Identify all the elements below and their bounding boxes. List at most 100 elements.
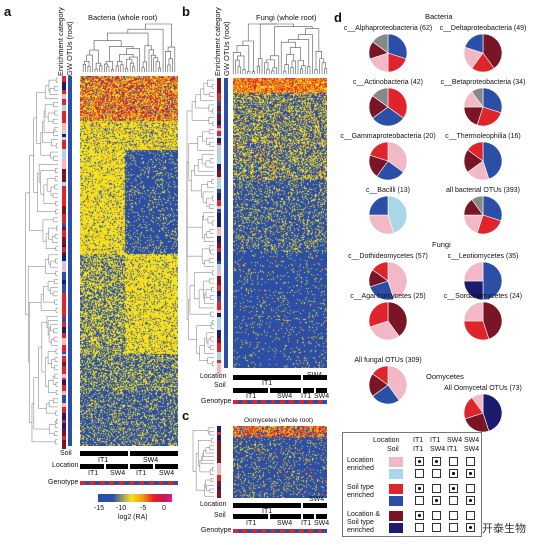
panel-c-soil-row-label: Soil bbox=[214, 512, 226, 519]
panel-c-title: Oomycetes (whole root) bbox=[244, 417, 313, 424]
panel-b-row-dendrogram bbox=[186, 79, 214, 367]
legend-checkbox bbox=[466, 523, 475, 532]
legend-col-soil: SW4 bbox=[464, 446, 480, 453]
panel-a-loc-label-1: IT1 bbox=[88, 470, 99, 477]
legend-swatch bbox=[389, 469, 403, 479]
legend-swatch bbox=[389, 511, 403, 521]
colorbar-label: log2 (RA) bbox=[118, 514, 148, 521]
colorbar-tick-1: -15 bbox=[94, 505, 105, 512]
legend-col-soil: SW4 bbox=[430, 446, 446, 453]
legend-checkbox bbox=[415, 469, 424, 478]
pie-slice bbox=[471, 88, 484, 108]
panel-c-genotype-strip bbox=[233, 529, 328, 533]
panel-c-enrichment-strip bbox=[217, 426, 221, 498]
panel-b-title: Fungi (whole root) bbox=[256, 13, 317, 22]
pie-slice bbox=[482, 34, 502, 69]
legend-col-soil: IT1 bbox=[413, 446, 424, 453]
panel-b-location-row-label: Location bbox=[200, 373, 227, 380]
colorbar bbox=[98, 494, 172, 502]
panel-b-soil-label-3: IT1 bbox=[301, 393, 312, 400]
panel-a-genotype-row-label: Genotype bbox=[48, 479, 79, 486]
legend-checkbox bbox=[432, 469, 441, 478]
pie-slice bbox=[387, 302, 407, 337]
legend-swatch bbox=[389, 523, 403, 533]
legend-col-location: SW4 bbox=[464, 437, 480, 444]
pie-slice bbox=[482, 196, 502, 222]
pie-slice bbox=[369, 302, 389, 328]
legend-col-location: SW4 bbox=[447, 437, 463, 444]
pie-slice bbox=[369, 196, 389, 216]
pie-slice bbox=[464, 262, 484, 282]
pie-title: c__Betaproteobacteria (34) bbox=[440, 79, 526, 86]
pie-chart: All Oomycetal OTUs (73) bbox=[428, 384, 538, 432]
panel-c-soil-label-2: SW4 bbox=[277, 520, 293, 527]
panel-c-location-bar bbox=[233, 503, 327, 508]
pie-title: all bacterial OTUs (393) bbox=[446, 187, 520, 194]
legend-checkbox bbox=[449, 523, 458, 532]
legend-row-label: Soil type enriched bbox=[347, 484, 374, 499]
pie-chart: c__Betaproteobacteria (34) bbox=[428, 78, 538, 126]
pie-chart: c__Dothideomycetes (57) bbox=[333, 252, 443, 300]
panel-c-row-dendrogram bbox=[192, 427, 214, 497]
pie-title: All Oomycetal OTUs (73) bbox=[444, 385, 522, 392]
legend-row-label: Location enriched bbox=[347, 457, 374, 472]
pie-chart: c__Bacilli (13) bbox=[333, 186, 443, 234]
panel-b-soil-label-2: SW4 bbox=[277, 393, 293, 400]
panel-a-enrichment-label: Enrichment category bbox=[56, 7, 65, 76]
panel-a-location-row-label: Location bbox=[52, 462, 79, 469]
legend-checkbox bbox=[466, 511, 475, 520]
panel-b-heatmap bbox=[233, 78, 327, 368]
pie-slice bbox=[387, 88, 407, 119]
colorbar-tick-4: 0 bbox=[162, 505, 166, 512]
legend-checkbox bbox=[432, 496, 441, 505]
pie-chart: all bacterial OTUs (393) bbox=[428, 186, 538, 234]
fungi-header: Fungi bbox=[432, 240, 451, 249]
pie-slice bbox=[387, 34, 407, 60]
pie-slice bbox=[464, 34, 484, 54]
pie-chart: c__Alphaproteobacteria (62) bbox=[333, 24, 443, 72]
pie-chart: c__Gammaproteobacteria (20) bbox=[333, 132, 443, 180]
pie-slice bbox=[387, 196, 407, 234]
legend-checkbox bbox=[432, 484, 441, 493]
pie-slice bbox=[482, 394, 502, 432]
panel-a-title: Bacteria (whole root) bbox=[88, 13, 158, 22]
pie-chart: c__Leotiomycetes (35) bbox=[428, 252, 538, 300]
panel-c-loc-it1: IT1 bbox=[262, 508, 273, 515]
panel-a-loc-label-3: IT1 bbox=[136, 470, 147, 477]
pie-title: c__Thermoleophilia (16) bbox=[445, 133, 521, 140]
colorbar-tick-2: -10 bbox=[116, 505, 127, 512]
panel-b-gwotu-strip bbox=[224, 78, 228, 368]
legend-checkbox bbox=[415, 511, 424, 520]
pie-slice bbox=[372, 88, 389, 108]
pie-chart: c__Thermoleophilia (16) bbox=[428, 132, 538, 180]
pie-slice bbox=[471, 196, 484, 216]
panel-a-gwotu-strip bbox=[68, 76, 72, 446]
pie-slice bbox=[376, 160, 404, 180]
panel-b-letter: b bbox=[182, 4, 190, 19]
pie-slice bbox=[372, 366, 389, 386]
pie-slice bbox=[467, 142, 484, 162]
legend-checkbox bbox=[449, 511, 458, 520]
pie-slice bbox=[482, 142, 502, 180]
panel-c-soil-bar bbox=[233, 514, 327, 519]
pie-title: c__Alphaproteobacteria (62) bbox=[343, 25, 433, 32]
panel-c-genotype-row-label: Genotype bbox=[201, 527, 232, 534]
pie-title: c__Agaricomycetes (25) bbox=[350, 293, 426, 300]
legend-swatch bbox=[389, 484, 403, 494]
pie-slice bbox=[369, 142, 389, 162]
panel-c-soil-label-1: IT1 bbox=[246, 520, 257, 527]
enrichment-legend: Location Soil IT1 IT1 IT1 SW4 SW4 IT1 SW4 SW4 Loca… bbox=[342, 432, 482, 537]
colorbar-tick-3: -5 bbox=[140, 505, 147, 512]
legend-soil-label: Soil bbox=[387, 446, 399, 453]
legend-checkbox bbox=[415, 523, 424, 532]
panel-a-enrichment-strip bbox=[62, 76, 66, 449]
panel-a-letter: a bbox=[4, 4, 12, 19]
panel-a-loc-label-4: SW4 bbox=[159, 470, 175, 477]
panel-b-loc-it1: IT1 bbox=[262, 380, 273, 387]
panel-a-soil-it1: IT1 bbox=[98, 457, 109, 464]
panel-b-location-bar bbox=[233, 375, 327, 380]
legend-col-soil: IT1 bbox=[447, 446, 458, 453]
panel-b-loc-sw4: SW4 bbox=[307, 372, 323, 379]
pie-chart: c__Actinobacteria (42) bbox=[333, 78, 443, 126]
panel-a-genotype-strip bbox=[80, 481, 179, 485]
